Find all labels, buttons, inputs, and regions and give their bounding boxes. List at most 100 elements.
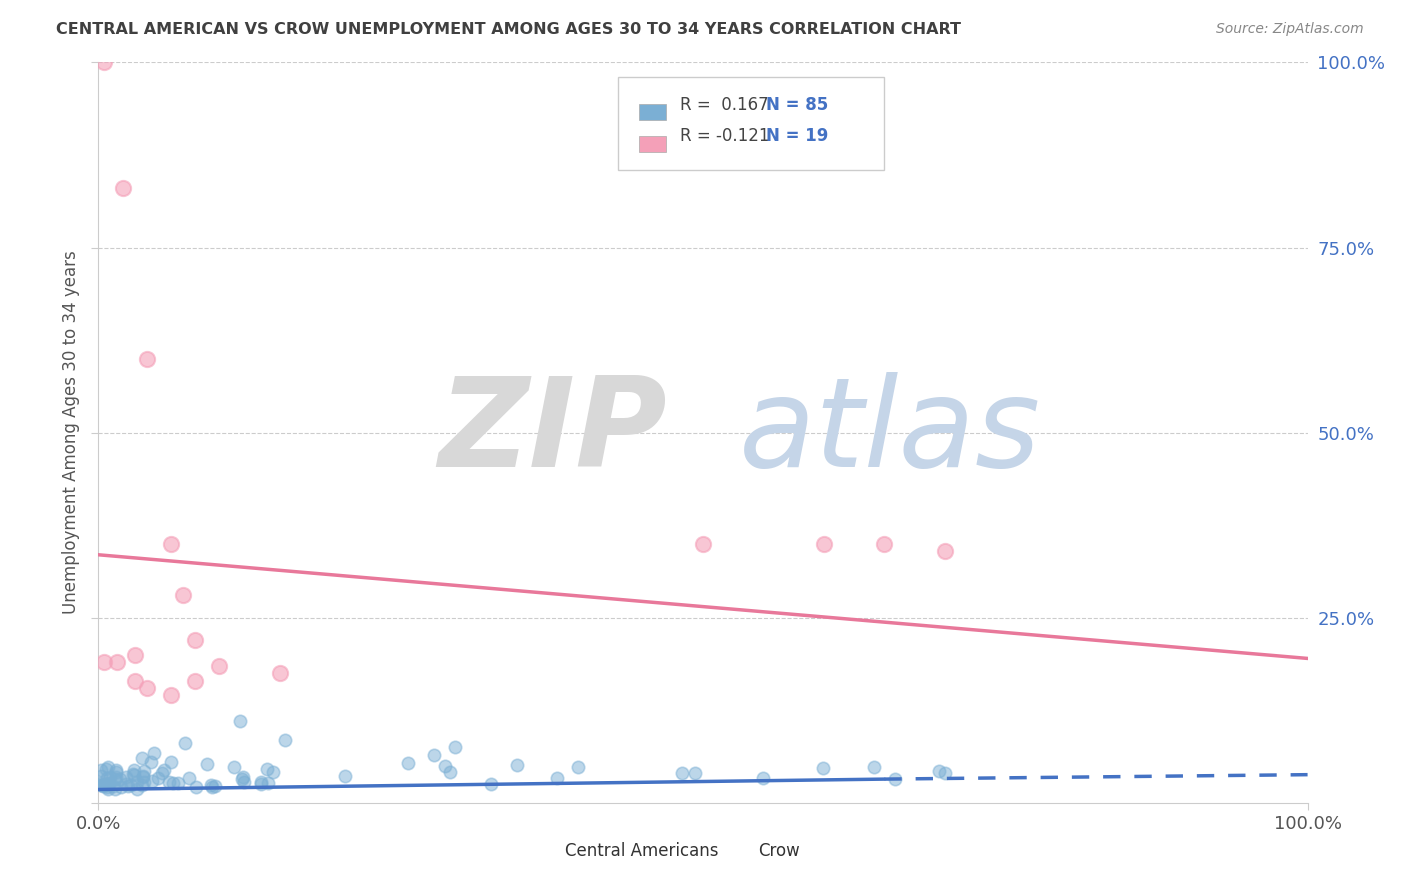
Point	[692, 536, 714, 550]
Point	[125, 775, 148, 789]
Point	[125, 781, 148, 796]
Point	[124, 673, 146, 688]
Point	[97, 760, 120, 774]
Text: R = -0.121: R = -0.121	[681, 128, 769, 145]
Point	[104, 772, 127, 786]
Point	[98, 770, 121, 784]
Point	[96, 771, 118, 785]
Point	[152, 763, 174, 777]
Point	[204, 779, 226, 793]
Point	[479, 777, 502, 791]
Point	[160, 689, 183, 703]
Point	[262, 764, 284, 779]
Point	[105, 655, 128, 669]
Point	[200, 780, 222, 794]
Point	[274, 732, 297, 747]
Point	[131, 751, 153, 765]
Point	[173, 736, 195, 750]
Text: CENTRAL AMERICAN VS CROW UNEMPLOYMENT AMONG AGES 30 TO 34 YEARS CORRELATION CHAR: CENTRAL AMERICAN VS CROW UNEMPLOYMENT AM…	[56, 22, 962, 37]
Point	[567, 760, 589, 774]
Point	[134, 774, 156, 789]
Point	[110, 780, 132, 794]
Point	[444, 740, 467, 755]
Point	[150, 765, 173, 780]
Point	[122, 766, 145, 780]
Point	[934, 544, 956, 558]
Point	[132, 764, 155, 778]
Point	[159, 755, 181, 769]
Point	[139, 755, 162, 769]
Text: N = 85: N = 85	[766, 95, 828, 113]
Text: ZIP: ZIP	[439, 372, 666, 493]
Point	[90, 778, 112, 792]
Point	[269, 666, 291, 681]
Point	[90, 763, 112, 777]
Point	[124, 768, 146, 782]
Point	[228, 714, 250, 729]
Point	[93, 55, 115, 70]
Point	[131, 779, 153, 793]
Point	[104, 765, 127, 780]
Point	[179, 771, 201, 785]
Point	[135, 681, 157, 695]
Point	[208, 658, 231, 673]
Point	[195, 757, 218, 772]
Bar	[534, 838, 555, 856]
Point	[863, 760, 886, 774]
Point	[172, 589, 194, 603]
Point	[115, 777, 138, 791]
Point	[167, 776, 190, 790]
Point	[90, 776, 112, 790]
Point	[157, 775, 180, 789]
Point	[104, 782, 127, 797]
Point	[122, 764, 145, 778]
FancyBboxPatch shape	[619, 78, 884, 169]
Point	[333, 769, 356, 783]
Text: N = 19: N = 19	[766, 128, 828, 145]
Point	[160, 536, 183, 550]
Text: R =  0.167: R = 0.167	[681, 95, 769, 113]
Point	[439, 765, 461, 780]
Point	[396, 756, 419, 770]
Point	[96, 780, 118, 794]
Point	[111, 181, 134, 195]
Point	[249, 774, 271, 789]
Bar	[727, 838, 749, 856]
Point	[231, 772, 253, 786]
Text: Source: ZipAtlas.com: Source: ZipAtlas.com	[1216, 22, 1364, 37]
Point	[434, 759, 457, 773]
Point	[98, 775, 121, 789]
Point	[114, 770, 136, 784]
Point	[683, 765, 706, 780]
Point	[257, 775, 280, 789]
Point	[94, 763, 117, 777]
Point	[93, 655, 115, 669]
Point	[132, 769, 155, 783]
Point	[233, 775, 256, 789]
Point	[200, 777, 222, 791]
Point	[141, 774, 163, 789]
Point	[121, 778, 143, 792]
Point	[143, 747, 166, 761]
Y-axis label: Unemployment Among Ages 30 to 34 years: Unemployment Among Ages 30 to 34 years	[62, 251, 80, 615]
Point	[146, 771, 169, 785]
Point	[117, 779, 139, 793]
Point	[162, 776, 184, 790]
Point	[752, 772, 775, 786]
Point	[131, 770, 153, 784]
Point	[104, 764, 127, 778]
Point	[105, 770, 128, 784]
Point	[184, 673, 207, 688]
Point	[135, 351, 157, 366]
Point	[184, 632, 207, 647]
Point	[184, 780, 207, 794]
Text: atlas: atlas	[740, 372, 1042, 493]
Point	[232, 770, 254, 784]
Point	[928, 764, 950, 778]
Point	[101, 780, 124, 794]
Point	[505, 758, 527, 772]
Point	[124, 648, 146, 662]
Point	[671, 766, 693, 780]
Text: Central Americans: Central Americans	[565, 842, 718, 860]
Point	[97, 777, 120, 791]
